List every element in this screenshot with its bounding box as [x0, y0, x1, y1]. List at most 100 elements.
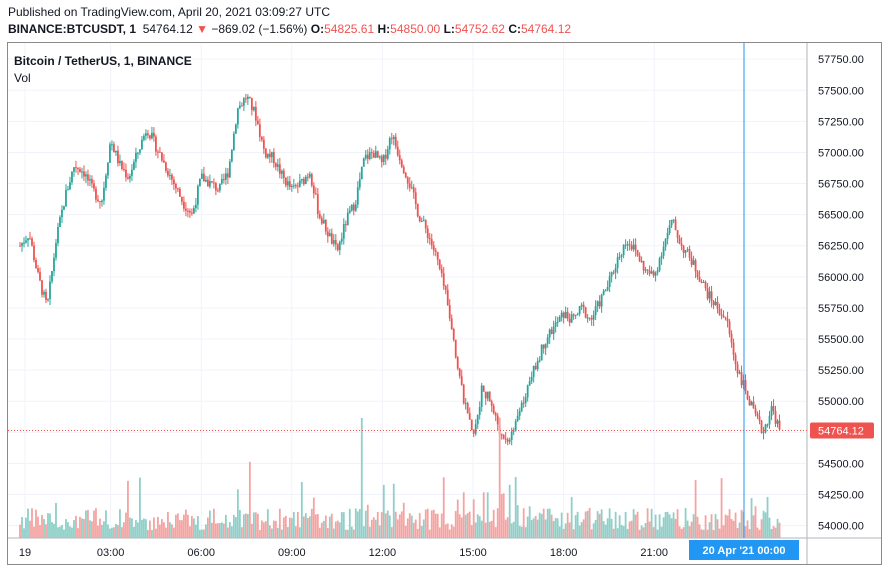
- volume-bar: [137, 522, 139, 538]
- volume-bar: [358, 509, 361, 538]
- volume-bar: [171, 524, 173, 538]
- candle-body: [590, 318, 593, 320]
- y-tick-label: 54250.00: [818, 489, 864, 501]
- candle-body: [262, 139, 265, 149]
- volume-bar: [578, 525, 581, 538]
- volume-bar: [448, 529, 451, 538]
- volume-bar: [262, 522, 265, 538]
- candle-body: [690, 257, 693, 265]
- candle-body: [630, 245, 633, 250]
- volume-bar: [133, 526, 135, 538]
- volume-bar: [672, 512, 675, 538]
- volume-bar: [622, 526, 625, 538]
- volume-bar: [608, 508, 611, 538]
- candle-body: [756, 413, 759, 417]
- volume-bar: [618, 515, 621, 538]
- candle-body: [656, 270, 659, 273]
- candle-body: [29, 238, 31, 240]
- candle-body: [496, 415, 499, 425]
- symbol-name[interactable]: BINANCE:BTCUSDT, 1: [8, 22, 137, 36]
- volume-bar: [562, 528, 565, 538]
- candle-body: [238, 105, 241, 109]
- candle-body: [664, 238, 667, 247]
- volume-bar: [410, 515, 413, 538]
- candle-body: [570, 314, 573, 323]
- volume-bar: [394, 511, 397, 538]
- candle-body: [332, 240, 335, 244]
- candle-body: [288, 181, 291, 188]
- candle-body: [236, 108, 239, 125]
- volume-bar: [446, 523, 449, 538]
- volume-bar: [558, 526, 561, 538]
- candle-body: [57, 226, 59, 244]
- candle-body: [145, 133, 147, 136]
- volume-bar: [284, 515, 287, 538]
- candle-body: [708, 291, 711, 299]
- candle-body: [482, 385, 485, 392]
- candle-body: [93, 183, 95, 189]
- chart-frame[interactable]: [7, 42, 882, 565]
- volume-bar: [718, 528, 721, 538]
- candle-body: [348, 210, 351, 213]
- candle-body: [252, 106, 255, 111]
- candle-body: [135, 152, 137, 162]
- candle-body: [500, 434, 503, 436]
- volume-bar: [634, 514, 637, 538]
- volume-bar: [83, 519, 85, 538]
- volume-bar: [604, 524, 607, 538]
- volume-bar: [95, 508, 97, 538]
- volume-bar: [648, 521, 651, 538]
- candle-body: [608, 276, 611, 287]
- candle-body: [290, 185, 293, 188]
- volume-bar: [514, 477, 517, 538]
- candle-body: [512, 430, 515, 432]
- volume-bar: [490, 520, 493, 538]
- candle-body: [610, 272, 613, 277]
- candle-body: [356, 187, 359, 205]
- volume-bar: [260, 520, 263, 538]
- candle-body: [588, 317, 591, 319]
- volume-bar: [464, 514, 467, 538]
- candle-body: [646, 269, 649, 271]
- volume-bar: [476, 514, 479, 538]
- candle-body: [472, 430, 475, 434]
- candle-body: [194, 204, 197, 209]
- volume-bar: [139, 477, 141, 538]
- volume-bar: [119, 509, 121, 538]
- volume-bar: [248, 461, 251, 538]
- candle-body: [302, 178, 305, 184]
- volume-bar: [770, 528, 773, 538]
- candle-body: [25, 240, 27, 243]
- volume-bar: [402, 502, 405, 538]
- candle-body: [206, 179, 209, 187]
- volume-bar: [143, 518, 145, 538]
- volume-bar: [352, 529, 355, 538]
- candle-body: [141, 139, 143, 150]
- candle-body: [19, 245, 21, 247]
- candle-body: [326, 231, 329, 237]
- candle-body: [576, 314, 579, 316]
- candle-body: [161, 152, 163, 161]
- volume-bar: [590, 529, 593, 538]
- candle-body: [242, 98, 245, 106]
- candle-body: [622, 244, 625, 256]
- candle-body: [776, 420, 779, 424]
- volume-bar: [346, 529, 349, 538]
- candle-body: [284, 177, 287, 186]
- volume-bar: [540, 513, 543, 538]
- candle-body: [452, 329, 455, 340]
- volume-bar: [584, 511, 587, 538]
- candle-body: [732, 342, 735, 355]
- x-tick-label: 19: [19, 547, 31, 559]
- volume-bar: [524, 527, 527, 538]
- candle-body: [410, 187, 413, 189]
- volume-bar: [254, 512, 257, 538]
- candle-body: [720, 314, 723, 316]
- candle-body: [772, 406, 775, 411]
- volume-bar: [39, 525, 41, 538]
- volume-bar: [734, 512, 737, 538]
- candle-body: [137, 152, 139, 154]
- volume-bar: [244, 513, 247, 538]
- volume-bar: [488, 521, 491, 538]
